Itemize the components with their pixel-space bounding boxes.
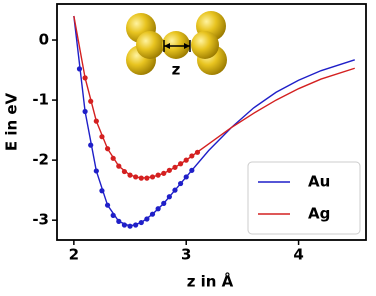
data-point <box>161 200 167 206</box>
y-axis-label: E in eV <box>3 92 21 151</box>
data-point <box>161 170 167 176</box>
data-point <box>183 174 189 180</box>
data-point <box>149 211 156 217</box>
data-point <box>138 219 144 226</box>
data-point <box>110 212 116 218</box>
data-point <box>166 194 172 200</box>
data-point <box>189 167 195 173</box>
data-point <box>144 216 150 222</box>
legend-label: Au <box>308 173 330 191</box>
data-point <box>121 222 128 228</box>
y-tick-label: -2 <box>32 151 49 169</box>
inset: z <box>126 11 227 79</box>
data-point <box>99 134 105 140</box>
data-point <box>110 155 116 161</box>
legend-box <box>247 161 361 235</box>
data-point <box>172 164 178 170</box>
data-point <box>127 223 133 229</box>
data-point <box>82 75 88 81</box>
data-point <box>93 168 99 174</box>
data-point <box>116 218 122 224</box>
axes-frame <box>56 3 367 241</box>
y-tick-label: -3 <box>32 211 49 229</box>
data-point <box>76 66 83 72</box>
data-point <box>144 175 150 181</box>
legend-label: Ag <box>308 205 330 223</box>
data-point <box>88 98 94 104</box>
data-point <box>138 175 144 181</box>
data-point <box>99 188 105 194</box>
data-point <box>121 168 128 175</box>
inset-label: z <box>172 61 181 79</box>
data-point <box>104 146 111 152</box>
x-tick-label: 2 <box>69 246 79 264</box>
x-axis-label: z in Å <box>187 272 234 291</box>
data-point <box>116 163 122 169</box>
x-tick-label: 4 <box>293 246 303 264</box>
data-point <box>155 172 161 178</box>
data-point <box>93 118 99 124</box>
y-tick-label: -1 <box>32 91 49 109</box>
plot-area: 2 3 4 0 -1 -2 -3 Au Ag <box>32 3 367 264</box>
data-point <box>183 157 189 163</box>
data-point <box>133 174 139 180</box>
data-point <box>82 108 88 115</box>
x-tick-label: 3 <box>181 246 191 264</box>
legend: Au Ag <box>247 161 361 235</box>
data-point <box>155 206 161 212</box>
data-point <box>189 153 195 159</box>
data-point <box>149 174 156 180</box>
data-point <box>178 161 184 167</box>
data-point <box>88 142 94 148</box>
data-point <box>172 187 178 193</box>
data-point <box>194 149 201 155</box>
y-tick-label: 0 <box>39 31 49 49</box>
data-point <box>133 222 139 228</box>
data-point <box>127 172 133 178</box>
data-point <box>178 180 184 187</box>
data-point <box>104 202 111 208</box>
data-point <box>166 167 172 173</box>
